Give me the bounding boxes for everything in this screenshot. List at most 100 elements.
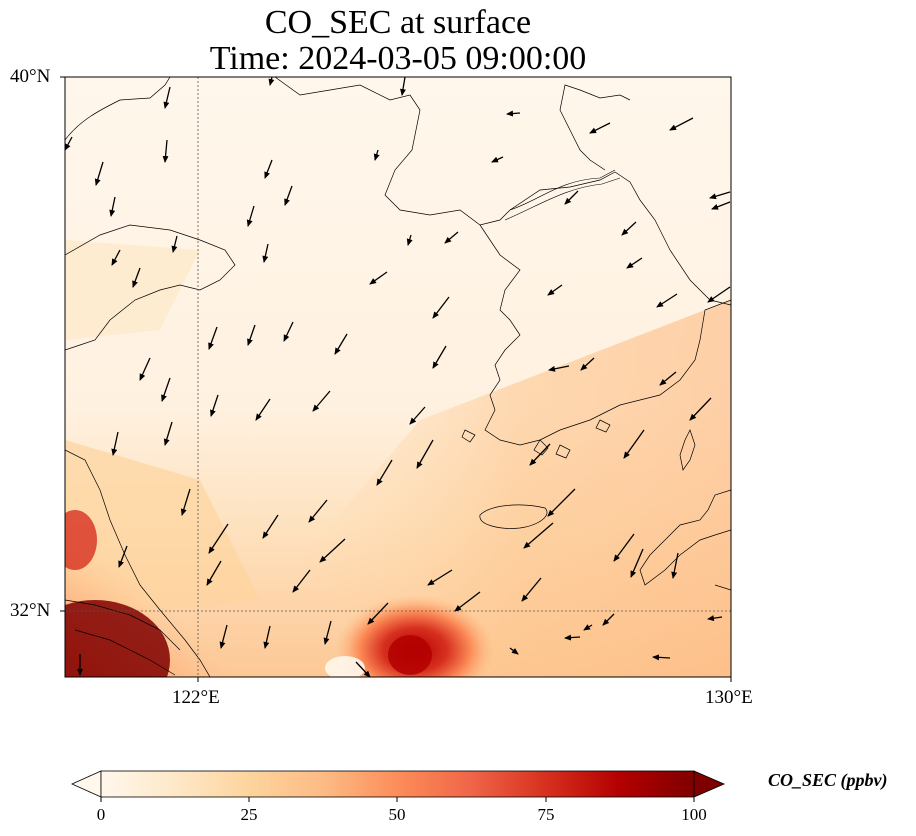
wind-arrow xyxy=(111,431,119,456)
coastlines xyxy=(65,77,731,677)
wind-arrow xyxy=(111,249,121,266)
wind-arrow xyxy=(707,286,731,303)
axis-ticks xyxy=(60,76,732,682)
wind-arrow xyxy=(547,284,563,296)
wind-arrow xyxy=(529,443,551,466)
wind-arrow xyxy=(312,390,331,412)
wind-arrow xyxy=(109,196,116,217)
colorbar-tick-0: 0 xyxy=(96,805,106,824)
wind-arrow xyxy=(509,647,519,655)
wind-vectors xyxy=(64,76,731,678)
wind-arrow xyxy=(180,488,191,516)
wind-arrow xyxy=(376,459,393,486)
wind-arrow xyxy=(613,533,635,562)
wind-arrow xyxy=(64,136,73,151)
wind-arrow xyxy=(602,613,615,626)
wind-arrow xyxy=(171,235,178,253)
wind-arrow xyxy=(210,394,219,417)
wind-arrow xyxy=(406,234,413,246)
wind-arrow xyxy=(367,602,389,625)
wind-arrow xyxy=(711,201,731,210)
wind-arrow xyxy=(323,620,332,645)
wind-arrow xyxy=(132,267,141,288)
wind-arrow xyxy=(263,625,271,649)
wind-arrow xyxy=(163,86,171,109)
wind-arrow xyxy=(427,569,453,586)
wind-arrow xyxy=(707,615,723,622)
concentration-field xyxy=(65,77,731,677)
wind-arrow xyxy=(580,357,595,371)
lat-tick-40: 40°N xyxy=(10,66,51,87)
wind-arrow xyxy=(416,439,434,469)
wind-arrow xyxy=(547,488,576,517)
wind-arrow xyxy=(219,624,228,649)
wind-arrow xyxy=(521,577,542,602)
wind-arrow xyxy=(621,221,637,236)
colorbar-label: CO_SEC (ppbv) xyxy=(768,770,888,790)
wind-arrow xyxy=(139,357,151,381)
wind-arrow xyxy=(262,243,269,263)
wind-arrow xyxy=(669,117,694,131)
wind-arrow xyxy=(94,161,104,186)
wind-arrow xyxy=(247,324,256,346)
colorbar-extend-low xyxy=(71,770,102,798)
wind-arrow xyxy=(659,371,677,386)
wind-arrow xyxy=(334,333,348,355)
wind-arrow xyxy=(355,661,371,678)
wind-arrow xyxy=(548,365,570,372)
wind-arrow xyxy=(709,191,731,200)
wind-arrow xyxy=(652,654,671,661)
wind-arrow xyxy=(491,156,504,163)
colorbar-extend-high xyxy=(693,770,726,798)
wind-arrow xyxy=(369,271,388,285)
wind-arrow xyxy=(373,149,380,161)
wind-arrow xyxy=(268,76,275,86)
colorbar-tick-75: 75 xyxy=(537,805,555,824)
wind-arrow xyxy=(506,110,521,117)
wind-arrow xyxy=(308,499,328,523)
wind-arrow xyxy=(689,397,712,421)
wind-arrow xyxy=(284,185,293,206)
wind-arrow xyxy=(564,634,581,641)
wind-arrow xyxy=(246,205,255,227)
lon-tick-122: 122°E xyxy=(172,687,220,708)
lat-tick-32: 32°N xyxy=(10,600,51,621)
wind-arrow xyxy=(292,569,311,593)
wind-arrow xyxy=(161,377,171,402)
wind-arrow xyxy=(208,523,229,554)
wind-arrow xyxy=(444,231,459,244)
map-title: CO_SEC at surface xyxy=(264,4,532,41)
colorbar xyxy=(71,770,726,802)
wind-arrow xyxy=(118,545,128,568)
lon-tick-130: 130°E xyxy=(705,687,753,708)
wind-arrow xyxy=(623,429,645,459)
wind-arrow xyxy=(409,406,426,425)
wind-arrow xyxy=(432,345,447,369)
map-frame xyxy=(64,76,732,678)
wind-arrow xyxy=(264,159,273,179)
colorbar-tick-25: 25 xyxy=(240,805,258,824)
colorbar-gradient xyxy=(100,770,695,798)
wind-arrow xyxy=(564,190,579,205)
map-subtitle: Time: 2024-03-05 09:00:00 xyxy=(209,40,587,77)
wind-arrow xyxy=(630,548,644,578)
wind-arrow xyxy=(319,538,346,563)
wind-arrow xyxy=(583,624,593,631)
wind-arrow xyxy=(283,321,294,342)
colorbar-tick-100: 100 xyxy=(681,805,707,824)
wind-arrow xyxy=(432,296,450,319)
wind-arrow xyxy=(400,76,406,96)
wind-arrow xyxy=(589,122,611,134)
wind-arrow xyxy=(626,257,643,269)
wind-arrow xyxy=(206,560,222,586)
wind-arrow xyxy=(163,421,173,446)
wind-arrow xyxy=(523,522,554,549)
wind-arrow xyxy=(255,398,271,421)
wind-arrow xyxy=(262,514,279,539)
gridlines xyxy=(65,77,731,677)
wind-arrow xyxy=(162,139,169,163)
wind-arrow xyxy=(671,552,679,579)
wind-arrow xyxy=(656,293,678,308)
wind-arrow xyxy=(454,591,481,612)
